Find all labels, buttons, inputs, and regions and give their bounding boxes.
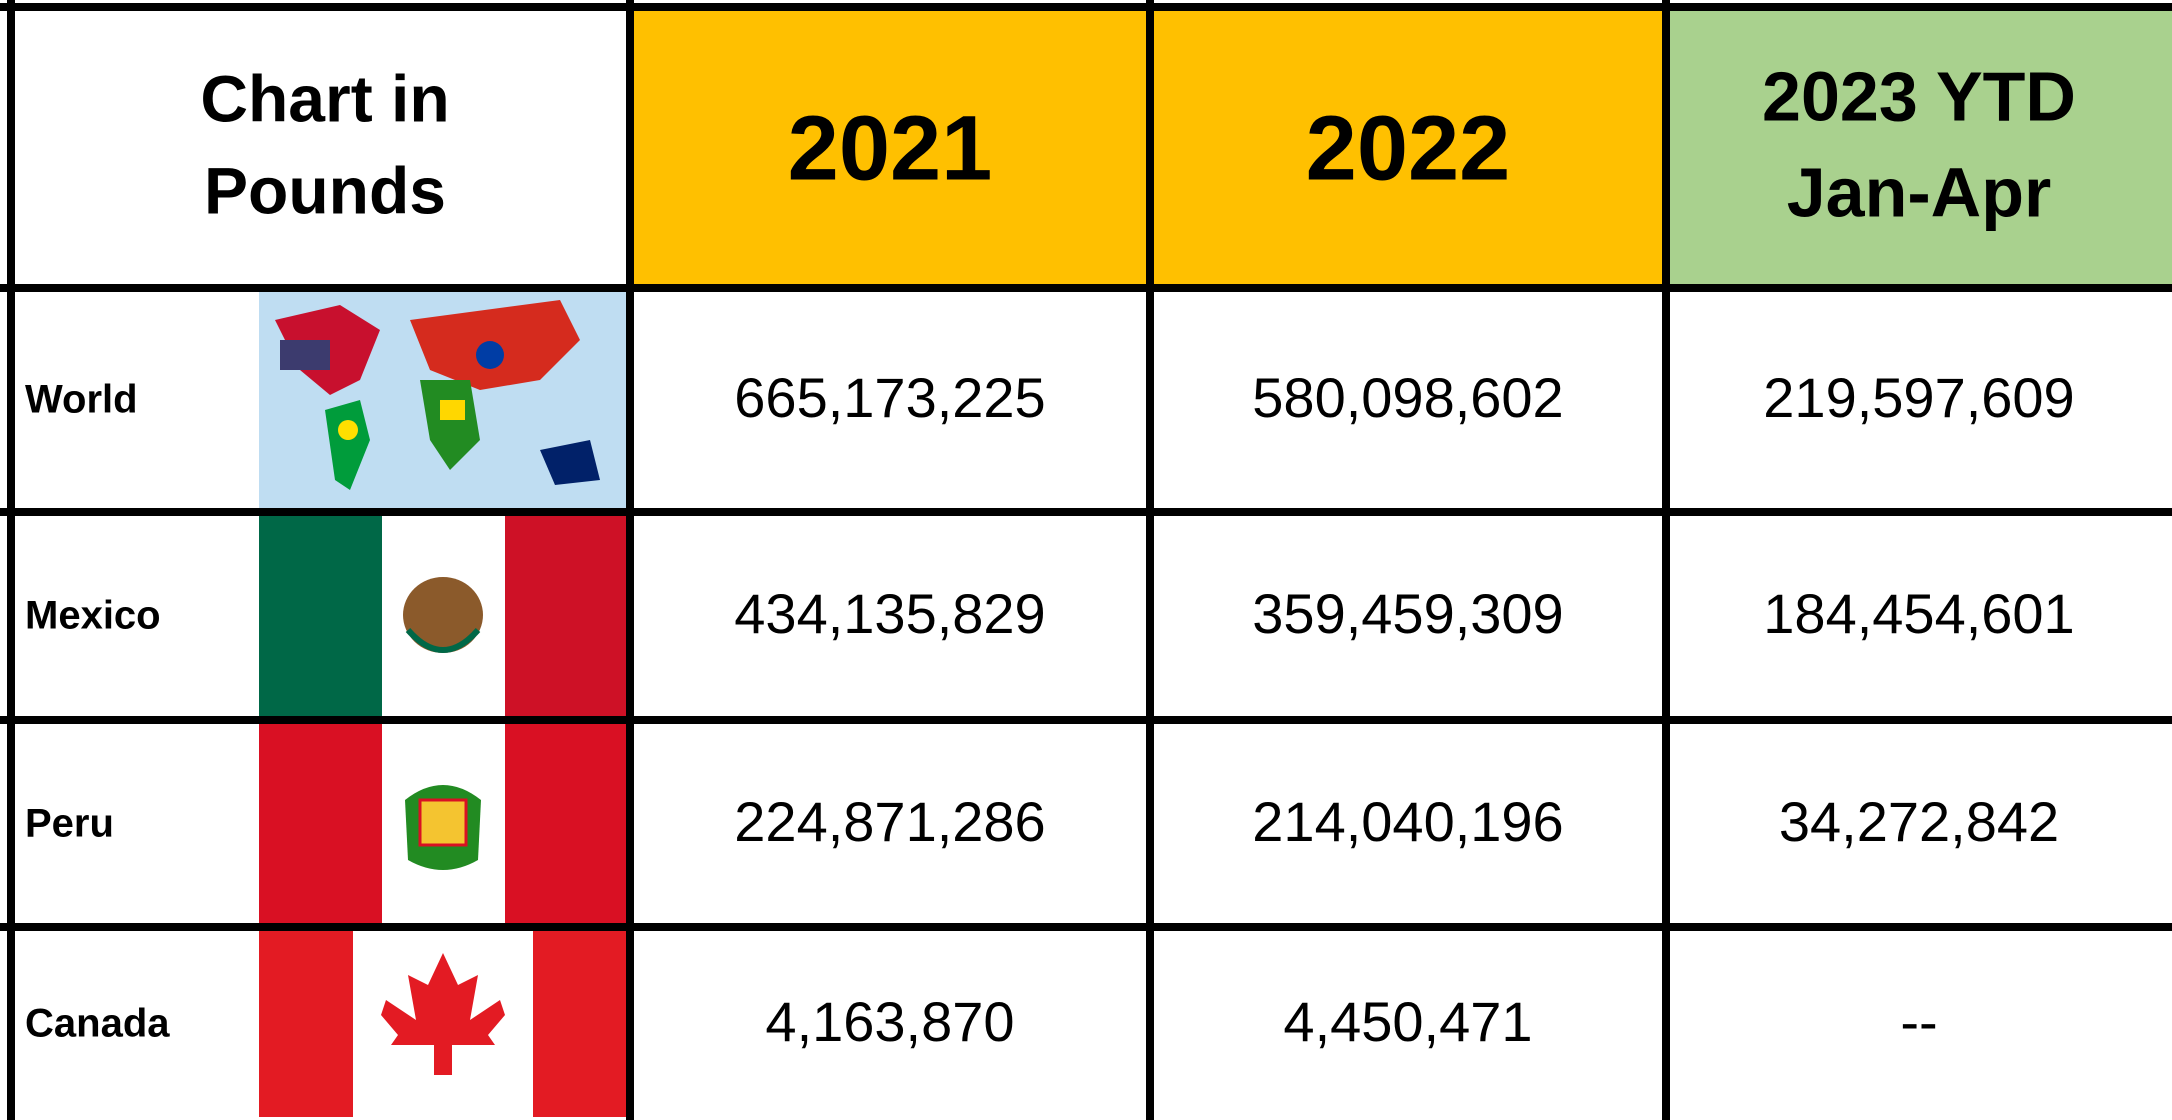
header-fill (1150, 7, 1666, 288)
cell-value: 224,871,286 (734, 790, 1045, 853)
peru-flag (259, 723, 627, 924)
column-header: 2023 YTD (1762, 57, 2076, 135)
row-label: World (25, 378, 138, 422)
header-corner: Pounds (204, 153, 446, 227)
row-label: Canada (25, 1002, 170, 1046)
canada-flag (259, 930, 627, 1117)
cell-value: 219,597,609 (1763, 366, 2074, 429)
cell-value: -- (1900, 990, 1937, 1053)
column-header: 2022 (1306, 97, 1511, 199)
column-header: Jan-Apr (1787, 153, 2051, 231)
cell-value: 34,272,842 (1779, 790, 2059, 853)
row-label: Peru (25, 802, 114, 846)
mexico-flag (259, 515, 627, 717)
cell-value: 214,040,196 (1252, 790, 1563, 853)
cell-value: 4,450,471 (1283, 990, 1532, 1053)
cell-value: 434,135,829 (734, 582, 1045, 645)
world-flag (259, 291, 627, 509)
header-fill (1666, 7, 2172, 288)
row-label: Mexico (25, 594, 161, 638)
cell-value: 184,454,601 (1763, 582, 2074, 645)
column-header: 2021 (788, 97, 993, 199)
cell-value: 4,163,870 (765, 990, 1014, 1053)
cell-value: 359,459,309 (1252, 582, 1563, 645)
header-corner: Chart in (200, 61, 449, 135)
cell-value: 580,098,602 (1252, 366, 1563, 429)
header-fill (630, 7, 1150, 288)
cell-value: 665,173,225 (734, 366, 1045, 429)
